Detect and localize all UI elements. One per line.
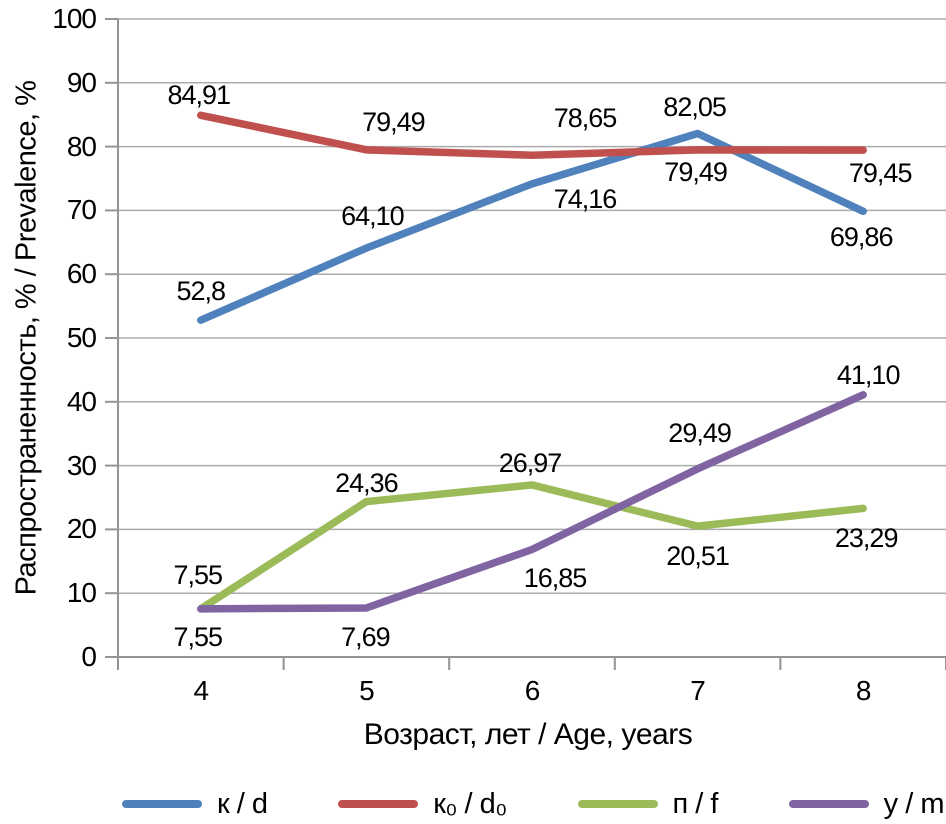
- legend-label-1: к₀ / d₀: [433, 787, 507, 820]
- legend-line-swatch-2: [577, 800, 658, 808]
- legend-item-3: у / m: [788, 787, 945, 821]
- series-line-2: [197, 481, 867, 613]
- series-line-3: [197, 391, 867, 613]
- legend-line-swatch-1: [338, 800, 419, 808]
- x-axis-title: Возраст, лет / Age, years: [363, 718, 693, 751]
- series-line-1: [197, 111, 867, 159]
- legend-line-swatch-0: [122, 800, 202, 808]
- legend-item-0: к / d: [122, 788, 268, 821]
- legend-item-1: к₀ / d₀: [338, 788, 507, 821]
- legend-label-0: к / d: [217, 787, 268, 820]
- legend-item-2: п / f: [577, 787, 719, 821]
- legend-line-swatch-3: [788, 800, 869, 808]
- series-line-0: [197, 129, 867, 324]
- legend-label-2: п / f: [672, 787, 719, 820]
- legend-label-3: у / m: [883, 787, 945, 820]
- chart-legend: к / d к₀ / d₀ п / f у / m: [122, 787, 945, 821]
